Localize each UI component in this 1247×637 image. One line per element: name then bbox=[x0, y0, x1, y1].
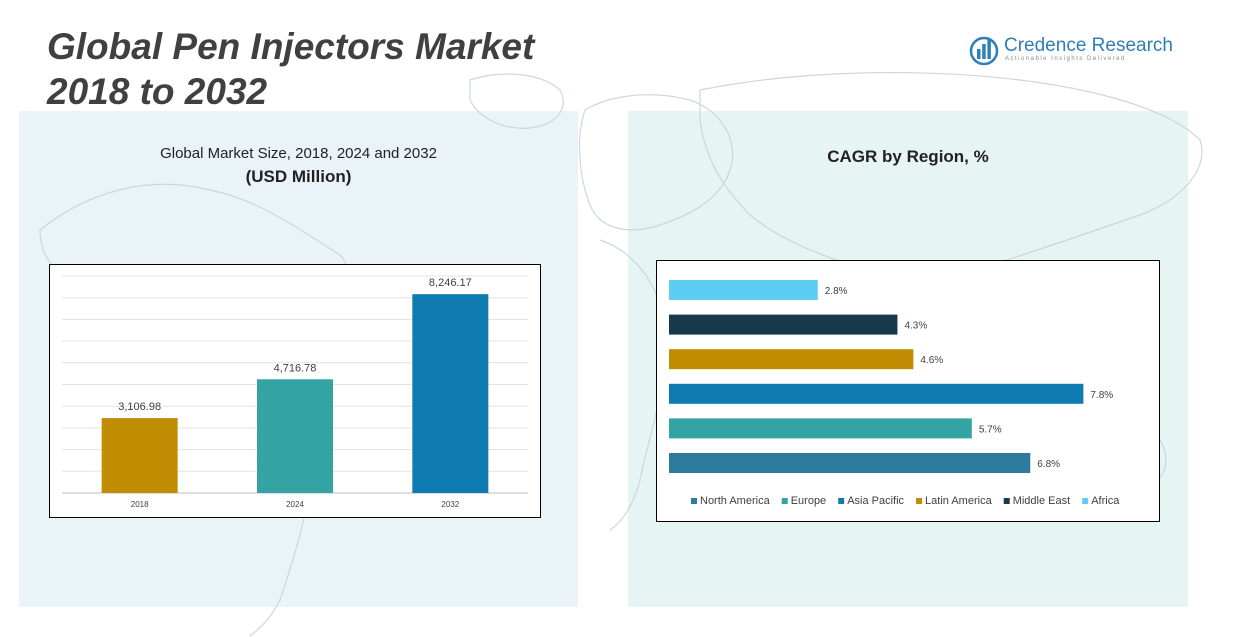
cagr-bar-latin-america bbox=[669, 349, 914, 370]
brand-name: Credence Research bbox=[1004, 35, 1173, 56]
legend-label: Latin America bbox=[925, 495, 993, 507]
x-tick-label: 2032 bbox=[441, 500, 459, 509]
cagr-bar-africa bbox=[669, 280, 818, 300]
bar-value-label: 8,246.17 bbox=[429, 277, 472, 289]
cagr-bar-europe bbox=[669, 418, 972, 439]
legend-swatch bbox=[781, 498, 788, 504]
bar-chart-bars: 3,106.98 2018 4,716.78 2024 8,246.17 2032 bbox=[101, 277, 489, 509]
page-title-line-1: Global Pen Injectors Market bbox=[47, 26, 535, 67]
cagr-bar-chart: 2.8% 4.3% 4.6% 7.8% 5.7% 6.8% North America Eu… bbox=[656, 260, 1160, 522]
cagr-value-label: 2.8% bbox=[825, 286, 848, 297]
page-title: Global Pen Injectors Market 2018 to 2032 bbox=[47, 24, 534, 114]
cagr-value-label: 4.6% bbox=[920, 355, 943, 366]
cagr-bar-middle-east bbox=[669, 314, 898, 335]
legend-swatch bbox=[838, 498, 845, 504]
bar-2024 bbox=[257, 379, 333, 493]
cagr-chart-legend: North America Europe Asia Pacific Latin Ame… bbox=[691, 495, 1120, 507]
x-tick-label: 2024 bbox=[286, 500, 304, 509]
market-size-subtitle: Global Market Size, 2018, 2024 and 2032 bbox=[160, 145, 437, 162]
logo-bars-icon bbox=[969, 36, 999, 66]
bar-2032 bbox=[412, 294, 489, 493]
cagr-value-label: 6.8% bbox=[1037, 459, 1060, 470]
brand-tagline: Actionable Insights Delivered bbox=[1005, 56, 1126, 62]
credence-research-logo: Credence Research Actionable Insights De… bbox=[968, 34, 1173, 70]
legend-label: Europe bbox=[791, 495, 826, 507]
bar-value-label: 3,106.98 bbox=[118, 401, 161, 413]
page-title-line-2: 2018 to 2032 bbox=[47, 71, 268, 112]
legend-label: Middle East bbox=[1013, 495, 1070, 507]
bar-2018 bbox=[101, 418, 178, 493]
cagr-bar-north-america bbox=[669, 453, 1031, 473]
legend-swatch bbox=[1003, 498, 1010, 504]
cagr-chart-bars: 2.8% 4.3% 4.6% 7.8% 5.7% 6.8% bbox=[669, 280, 1113, 473]
bar-value-label: 4,716.78 bbox=[274, 362, 317, 374]
legend-label: Africa bbox=[1091, 495, 1120, 507]
cagr-value-label: 5.7% bbox=[979, 424, 1002, 435]
legend-swatch bbox=[691, 498, 697, 504]
legend-swatch bbox=[1082, 498, 1089, 504]
cagr-value-label: 4.3% bbox=[904, 321, 927, 332]
cagr-value-label: 7.8% bbox=[1090, 390, 1113, 401]
x-tick-label: 2018 bbox=[131, 500, 149, 509]
cagr-title: CAGR by Region, % bbox=[827, 147, 989, 166]
legend-label: Asia Pacific bbox=[847, 495, 904, 507]
legend-swatch bbox=[916, 498, 923, 504]
legend-label: North America bbox=[700, 495, 771, 507]
cagr-bar-asia-pacific bbox=[669, 383, 1084, 404]
market-size-bar-chart: 3,106.98 2018 4,716.78 2024 8,246.17 2032 bbox=[49, 264, 541, 518]
market-size-unit: (USD Million) bbox=[245, 167, 352, 186]
